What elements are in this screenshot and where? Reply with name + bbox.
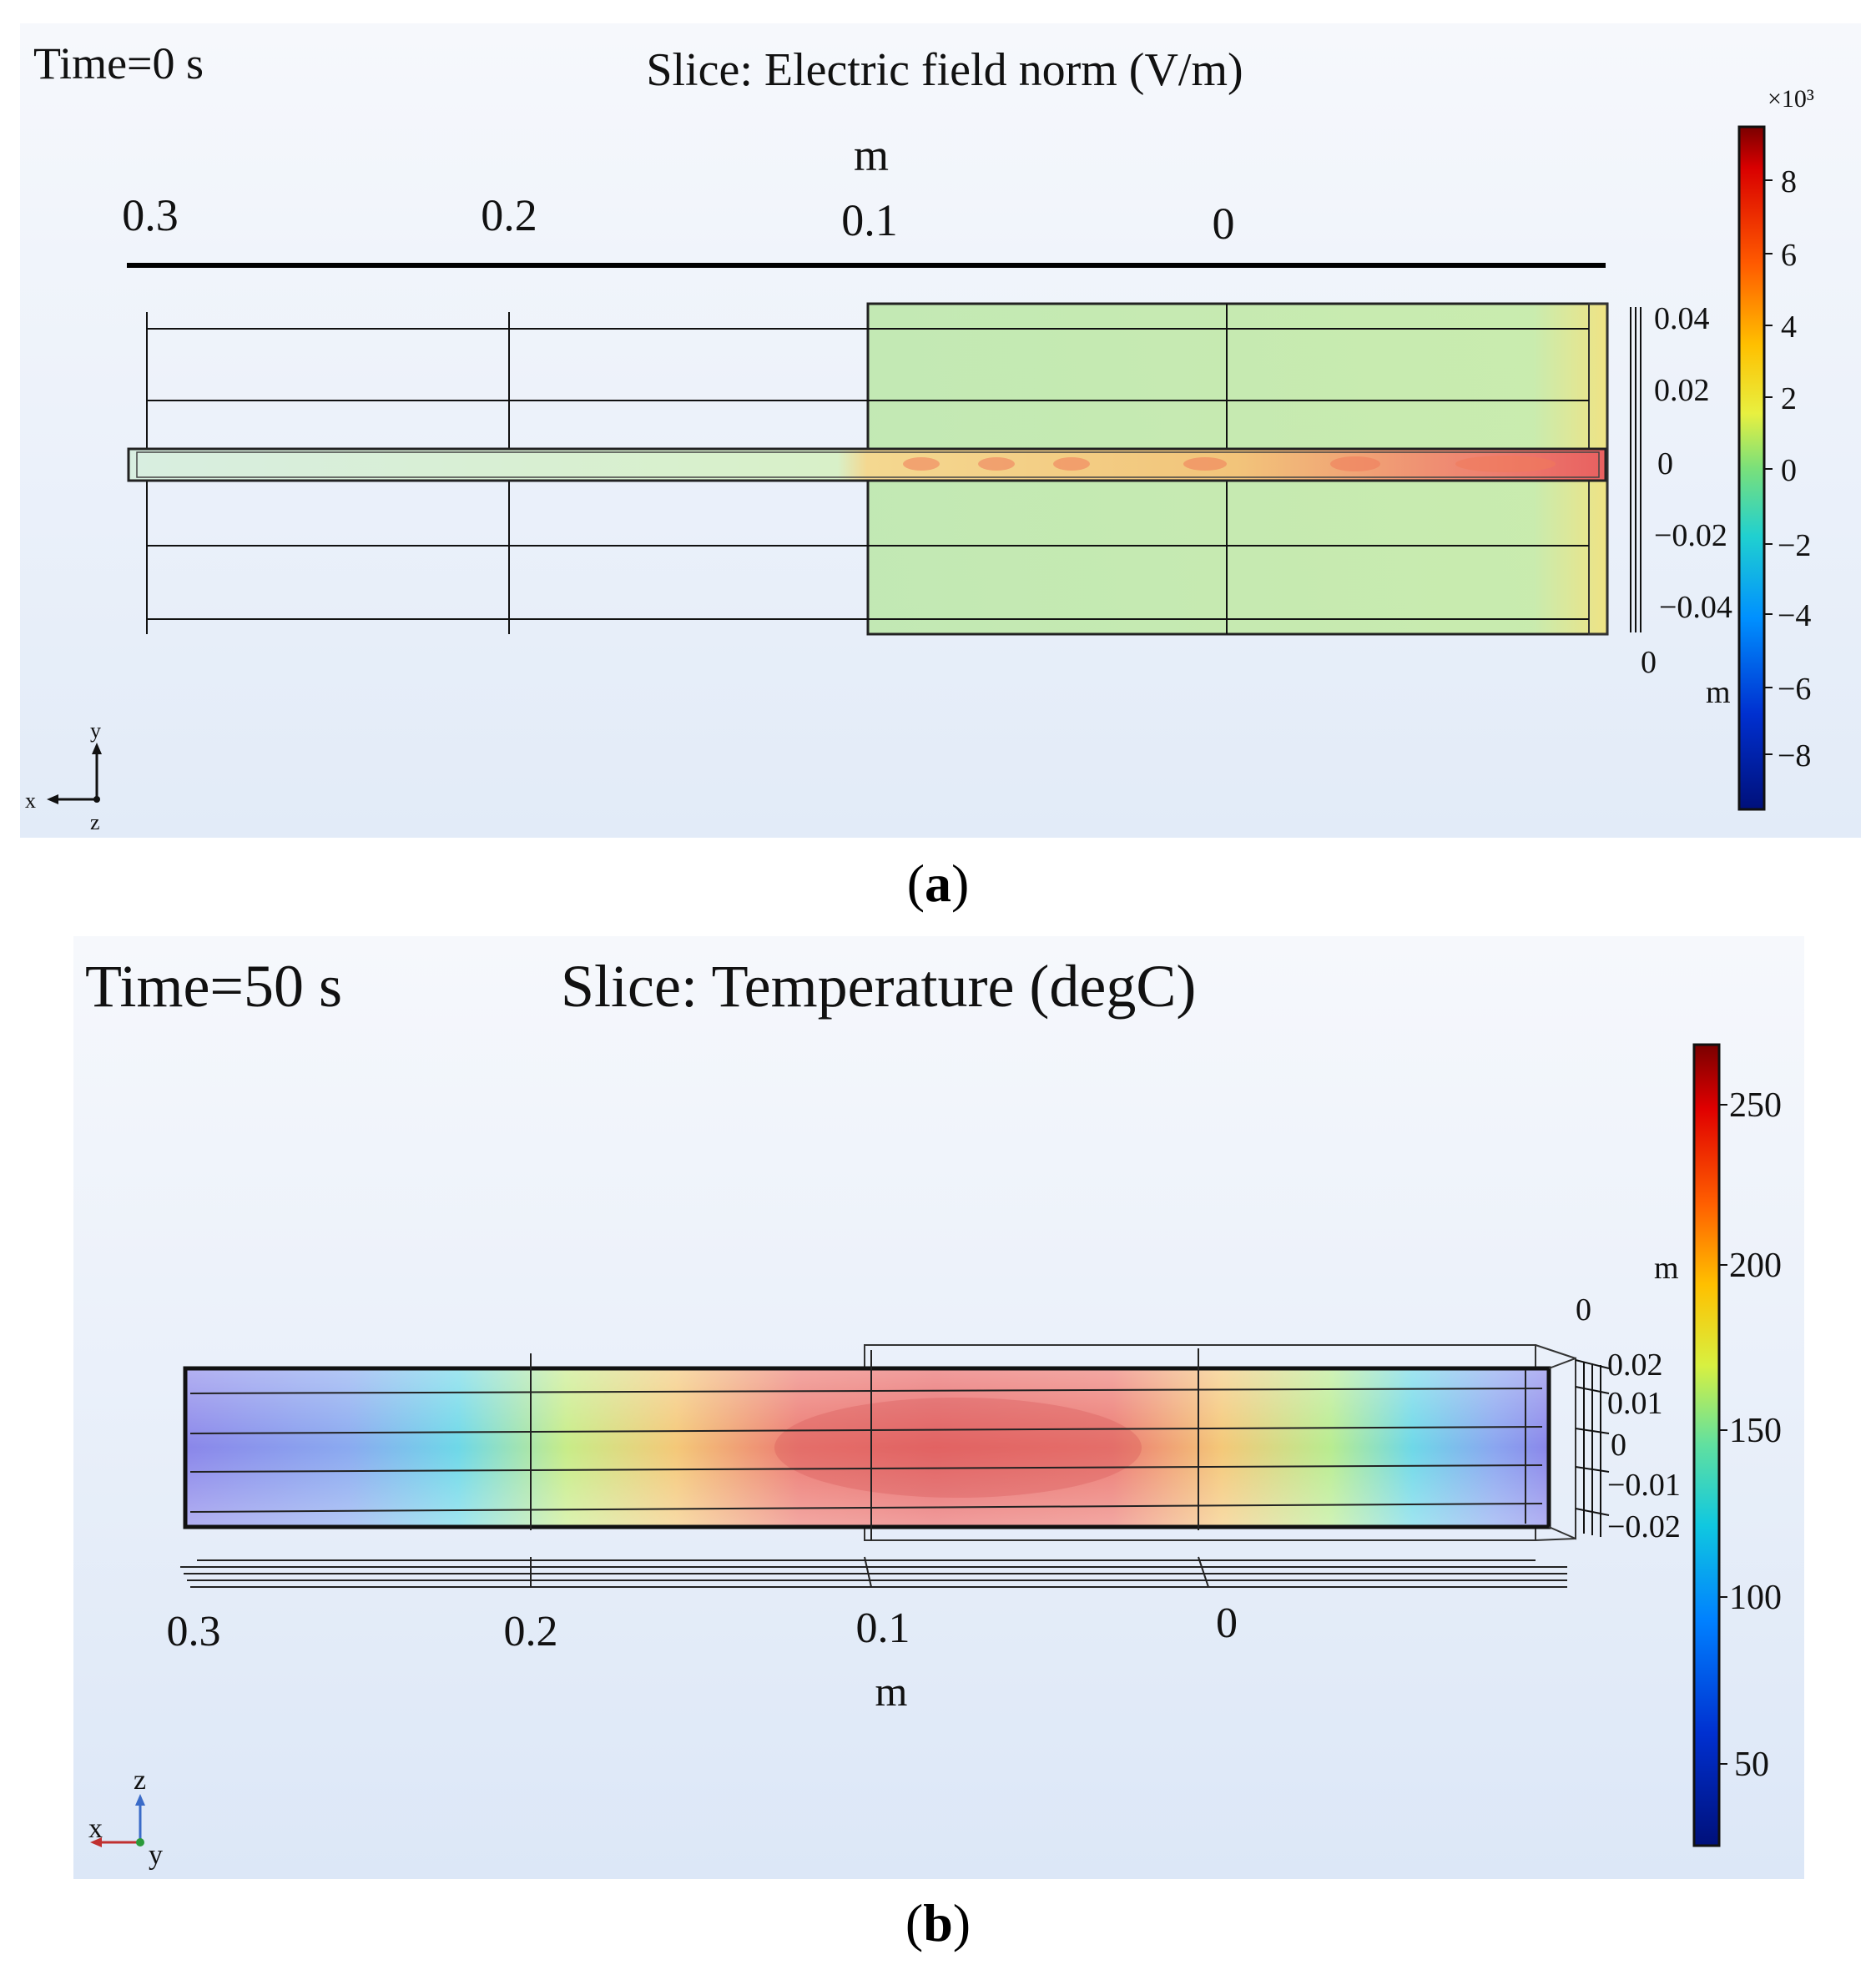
grid-lines (146, 304, 1589, 634)
axis-triad (47, 743, 102, 804)
plot-title: Slice: Electric field norm (V/m) (646, 44, 1243, 96)
colorbar-tick-label: 6 (1781, 238, 1797, 273)
side-axis-unit: m (1654, 1251, 1679, 1286)
y-tick-label: 0 (1657, 446, 1673, 481)
hot-core (774, 1398, 1142, 1498)
y-axis-ticks (1630, 307, 1642, 632)
x-tick-label: 0.2 (481, 190, 537, 240)
triad-y-label: y (149, 1840, 163, 1871)
y-tick-label: 0.02 (1654, 373, 1710, 408)
z-tick-label: −0.01 (1607, 1468, 1681, 1503)
colorbar-tick-label: 0 (1781, 453, 1797, 488)
temperature-plot: Time=50 s Slice: Temperature (degC) (73, 936, 1804, 1879)
colorbar-tick-label: −2 (1778, 528, 1811, 563)
x-tick-label: 0.3 (167, 1608, 221, 1655)
waveguide-inner-line (136, 451, 1600, 478)
z-tick-label: 0.01 (1607, 1386, 1663, 1421)
x-tick-label: 0.1 (856, 1605, 910, 1652)
colorbar-tick-label: −4 (1778, 598, 1811, 633)
axis-triad (90, 1794, 145, 1847)
colorbar-tick-label: 250 (1729, 1086, 1782, 1125)
colorbar (1692, 1043, 1721, 1847)
colorbar-tick-label: 100 (1729, 1579, 1782, 1617)
y-tick-label: −0.04 (1659, 590, 1732, 625)
electric-field-plot: Time=0 s Slice: Electric field norm (V/m… (20, 23, 1861, 838)
y-tick-label: 0.04 (1654, 301, 1710, 336)
time-label: Time=50 s (85, 953, 342, 1020)
colorbar-tick-label: 200 (1729, 1247, 1782, 1285)
triad-z-label: z (90, 810, 100, 834)
y-axis-unit: m (1706, 675, 1731, 710)
time-label: Time=0 s (33, 38, 204, 88)
panel-temperature: Time=50 s Slice: Temperature (degC) (73, 936, 1804, 1879)
x-tick-label: 0 (1216, 1600, 1238, 1647)
caption-b: (b) (905, 1893, 971, 1952)
x-axis-unit: m (854, 130, 889, 180)
domain-box-side (1535, 1344, 1576, 1541)
colorbar-ticks (1764, 179, 1773, 755)
waveguide-strip-border (127, 447, 1607, 482)
x-tick-label: 0.3 (122, 190, 179, 240)
z-tick-label: 0 (1641, 645, 1657, 680)
x-axis-unit: m (875, 1668, 908, 1715)
colorbar-multiplier: ×10³ (1768, 85, 1814, 113)
z-tick-label: 0.02 (1607, 1348, 1663, 1383)
colorbar-tick-label: 8 (1781, 164, 1797, 199)
x-tick-label: 0.1 (841, 195, 898, 245)
colorbar-ticks (1719, 1104, 1727, 1765)
temperature-slice-shading (185, 1368, 1549, 1527)
colorbar-tick-label: 4 (1781, 310, 1797, 345)
colorbar-tick-label: −6 (1778, 672, 1811, 707)
panel-electric-field: Time=0 s Slice: Electric field norm (V/m… (20, 23, 1861, 838)
colorbar-tick-label: 50 (1734, 1746, 1769, 1784)
colorbar-tick-label: −8 (1778, 738, 1811, 773)
x-axis-lines (180, 1556, 1567, 1588)
field-hotspots (903, 456, 1556, 472)
temperature-slice-border (183, 1366, 1551, 1529)
colorbar-tick-label: 150 (1729, 1412, 1782, 1450)
z-tick-label: −0.02 (1607, 1509, 1681, 1544)
z-axis-ticks (1575, 1359, 1610, 1537)
triad-x-label: x (25, 788, 36, 813)
x-tick-label: 0 (1213, 199, 1235, 249)
z-tick-label: 0 (1611, 1428, 1626, 1463)
x-tick-label: 0.2 (504, 1608, 558, 1655)
grid-lines (189, 1348, 1543, 1540)
triad-z-label: z (134, 1765, 146, 1796)
triad-x-label: x (88, 1813, 103, 1844)
side-axis-zero: 0 (1576, 1292, 1591, 1328)
triad-y-label: y (90, 718, 101, 743)
waveguide-strip (129, 449, 1606, 481)
colorbar-tick-label: 2 (1781, 381, 1797, 416)
plot-title: Slice: Temperature (degC) (561, 953, 1196, 1020)
y-tick-label: −0.02 (1654, 518, 1727, 553)
caption-a: (a) (906, 854, 970, 913)
colorbar (1737, 125, 1766, 811)
